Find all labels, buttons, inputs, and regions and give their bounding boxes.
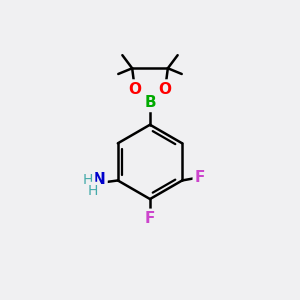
Text: F: F [145, 211, 155, 226]
Text: O: O [159, 82, 172, 97]
Text: O: O [128, 82, 141, 97]
Text: H: H [83, 173, 93, 187]
Text: F: F [195, 170, 205, 185]
Text: N: N [93, 172, 106, 188]
Text: B: B [144, 95, 156, 110]
Text: H: H [88, 184, 98, 198]
